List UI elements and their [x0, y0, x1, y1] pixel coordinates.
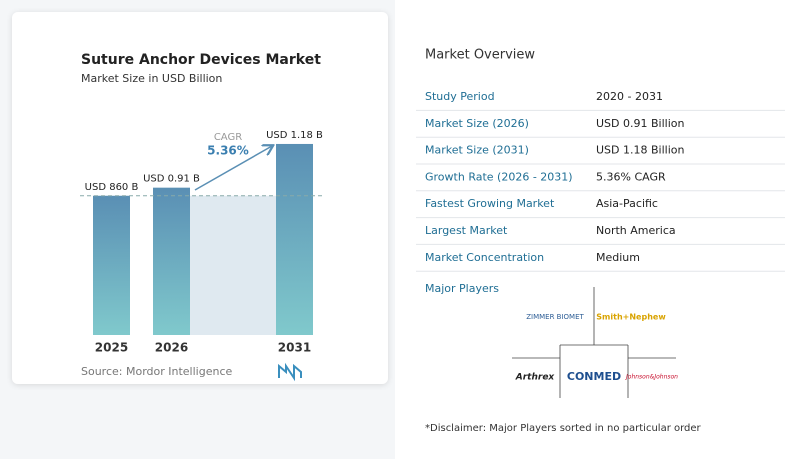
- x-tick-label: 2025: [95, 341, 128, 355]
- overview-panel: [395, 0, 800, 459]
- chart-subtitle: Market Size in USD Billion: [81, 72, 222, 85]
- value-label: USD 0.91 B: [143, 174, 200, 185]
- row-value: USD 1.18 Billion: [596, 144, 684, 157]
- reference-area: [190, 195, 276, 335]
- value-label: USD 860 B: [85, 182, 139, 193]
- row-label: Fastest Growing Market: [425, 197, 555, 210]
- row-value: North America: [596, 224, 676, 237]
- row-label: Study Period: [425, 90, 495, 103]
- player-logo: Smith+Nephew: [596, 313, 666, 322]
- row-label: Market Size (2026): [425, 117, 529, 130]
- players-title: Major Players: [425, 282, 499, 295]
- row-value: 5.36% CAGR: [596, 170, 666, 183]
- cagr-label: CAGR: [214, 132, 242, 143]
- x-tick-label: 2031: [278, 341, 311, 355]
- player-logo: CONMED: [567, 370, 621, 383]
- row-label: Market Size (2031): [425, 144, 529, 157]
- x-tick-label: 2026: [155, 341, 188, 355]
- row-label: Largest Market: [425, 224, 508, 237]
- bar: [153, 187, 190, 335]
- player-logo: Arthrex: [515, 373, 556, 383]
- plot: USD 860 B 2025 USD 0.91 B 2026 USD 1.18 B 203…: [80, 130, 323, 355]
- logo: [278, 362, 302, 382]
- disclaimer: *Disclaimer: Major Players sorted in no …: [425, 423, 702, 434]
- row-label: Growth Rate (2026 - 2031): [425, 170, 573, 183]
- overview-table: Study Period 2020 - 2031 Market Size (2026…: [416, 90, 785, 272]
- players-frame: [512, 287, 676, 398]
- row-value: Medium: [596, 251, 640, 264]
- cagr-arrow: [194, 146, 272, 191]
- player-logo: Johnson&Johnson: [625, 374, 678, 381]
- bar: [276, 143, 313, 335]
- bar: [93, 195, 130, 335]
- source: Source: Mordor Intelligence: [81, 365, 232, 378]
- row-value: Asia-Pacific: [596, 197, 658, 210]
- row-label: Market Concentration: [425, 251, 544, 264]
- value-label: USD 1.18 B: [266, 130, 323, 141]
- row-value: 2020 - 2031: [596, 90, 663, 103]
- overview-title: Market Overview: [425, 48, 535, 63]
- player-logo: ZIMMER BIOMET: [526, 313, 584, 321]
- cagr-value: 5.36%: [207, 144, 249, 158]
- chart-title: Suture Anchor Devices Market: [81, 52, 321, 68]
- row-value: USD 0.91 Billion: [596, 117, 684, 130]
